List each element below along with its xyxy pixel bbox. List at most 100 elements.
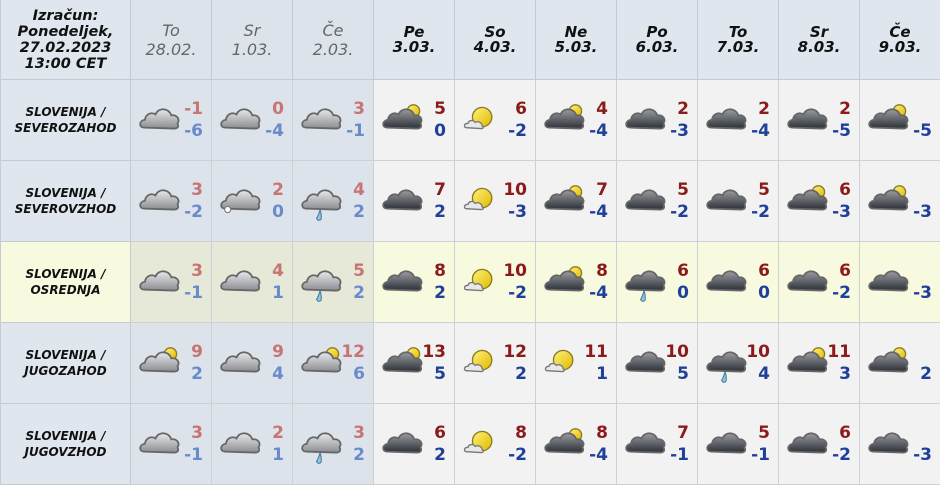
forecast-cell[interactable]: 8 -4 (536, 242, 617, 323)
forecast-cell[interactable]: 6 -3 (779, 161, 860, 242)
min-temp: 2 (434, 445, 446, 465)
forecast-cell[interactable]: 3 -1 (293, 80, 374, 161)
mostly-sunny-icon (463, 268, 493, 292)
corner-line: Ponedeljek, (17, 23, 114, 40)
forecast-cell[interactable]: 5 -1 (698, 404, 779, 485)
region-label[interactable]: SLOVENIJA / JUGOVZHOD (1, 404, 131, 485)
max-temp: 6 (839, 180, 851, 200)
forecast-cell[interactable]: 6 -2 (455, 80, 536, 161)
forecast-cell[interactable]: -3 (860, 161, 940, 242)
forecast-cell[interactable]: -1 -6 (131, 80, 212, 161)
max-temp: 6 (434, 423, 446, 443)
forecast-cell[interactable]: 5 -2 (617, 161, 698, 242)
max-temp: 5 (758, 423, 770, 443)
day-date: 2.03. (312, 39, 354, 59)
forecast-cell[interactable]: 2 -3 (617, 80, 698, 161)
max-temp: 10 (503, 261, 527, 281)
forecast-cell[interactable]: 7 -4 (536, 161, 617, 242)
forecast-cell[interactable]: 2 (860, 323, 940, 404)
forecast-cell[interactable]: 3 -1 (131, 404, 212, 485)
forecast-cell[interactable]: 10 4 (698, 323, 779, 404)
forecast-cell[interactable]: 3 -2 (131, 161, 212, 242)
forecast-cell[interactable]: 3 -1 (131, 242, 212, 323)
day-date: 8.03. (797, 37, 841, 56)
day-date: 4.03. (473, 37, 517, 56)
region-label[interactable]: SLOVENIJA / OSREDNJA (1, 242, 131, 323)
rain-icon (706, 351, 747, 383)
min-temp: 2 (920, 364, 932, 384)
min-temp: 3 (839, 364, 851, 384)
forecast-cell[interactable]: 11 3 (779, 323, 860, 404)
min-temp: 0 (434, 121, 446, 141)
cloudy-icon (706, 432, 747, 454)
forecast-cell[interactable]: 2 -4 (698, 80, 779, 161)
cloudy-icon (139, 270, 180, 292)
corner-line: 27.02.2023 (19, 39, 112, 56)
region-label[interactable]: SLOVENIJA / SEVEROVZHOD (1, 161, 131, 242)
corner-line: Izračun: (32, 7, 99, 24)
forecast-cell[interactable]: 12 2 (455, 323, 536, 404)
min-temp: 2 (434, 202, 446, 222)
forecast-cell[interactable]: 5 -2 (698, 161, 779, 242)
partly-cloudy-icon (868, 347, 909, 373)
forecast-cell[interactable]: -3 (860, 242, 940, 323)
max-temp: 8 (596, 423, 608, 443)
cloudy-icon (625, 189, 666, 211)
forecast-cell[interactable]: 10 5 (617, 323, 698, 404)
day-header: Po 6.03. (617, 0, 698, 80)
region-label[interactable]: SLOVENIJA / JUGOZAHOD (1, 323, 131, 404)
min-temp: 4 (758, 364, 770, 384)
forecast-cell[interactable]: 6 -2 (779, 242, 860, 323)
partly-cloudy-icon (787, 185, 828, 211)
max-temp: 6 (677, 261, 689, 281)
max-temp: 6 (758, 261, 770, 281)
day-header: Če 9.03. (860, 0, 940, 80)
forecast-cell[interactable]: 12 6 (293, 323, 374, 404)
region-label[interactable]: SLOVENIJA / SEVEROZAHOD (1, 80, 131, 161)
cloudy-icon (787, 270, 828, 292)
region-label-line: SLOVENIJA / (25, 267, 106, 281)
day-header: Sr 1.03. (212, 0, 293, 80)
forecast-cell[interactable]: 8 -4 (536, 404, 617, 485)
forecast-cell[interactable]: 13 5 (374, 323, 455, 404)
forecast-cell[interactable]: 10 -3 (455, 161, 536, 242)
min-temp: -4 (589, 445, 608, 465)
forecast-cell[interactable]: 7 -1 (617, 404, 698, 485)
max-temp: 6 (839, 261, 851, 281)
max-temp: 8 (515, 423, 527, 443)
forecast-cell[interactable]: -5 (860, 80, 940, 161)
day-name: Če (889, 22, 911, 41)
forecast-cell[interactable]: 8 -2 (455, 404, 536, 485)
forecast-cell[interactable]: 0 -4 (212, 80, 293, 161)
min-temp: -1 (184, 283, 203, 303)
min-temp: 2 (515, 364, 527, 384)
forecast-cell[interactable]: -3 (860, 404, 940, 485)
forecast-cell[interactable]: 4 -4 (536, 80, 617, 161)
forecast-cell[interactable]: 2 -5 (779, 80, 860, 161)
min-temp: -2 (751, 202, 770, 222)
forecast-cell[interactable]: 6 -2 (779, 404, 860, 485)
max-temp: 3 (353, 99, 365, 119)
min-temp: 2 (191, 364, 203, 384)
min-temp: 0 (272, 202, 284, 222)
min-temp: 0 (758, 283, 770, 303)
forecast-cell[interactable]: 11 1 (536, 323, 617, 404)
cloudy-icon (868, 270, 909, 292)
min-temp: -3 (508, 202, 527, 222)
forecast-cell[interactable]: 10 -2 (455, 242, 536, 323)
region-label-line: SLOVENIJA / (25, 429, 106, 443)
